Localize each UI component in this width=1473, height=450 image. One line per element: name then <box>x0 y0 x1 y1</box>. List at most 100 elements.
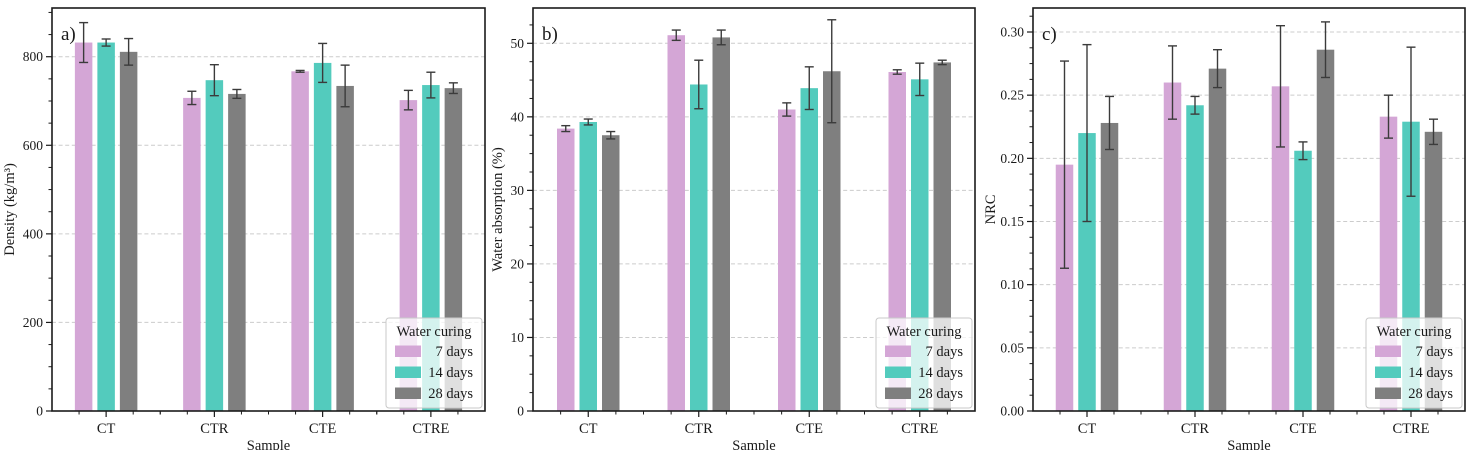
legend-swatch-28-days <box>395 387 421 399</box>
y-axis-label: NRC <box>983 195 999 225</box>
error-bar-CT-7-days <box>1060 60 1069 269</box>
y-tick-label: 10 <box>511 330 525 345</box>
error-bar-CTE-14-days <box>1298 141 1308 161</box>
legend-title: Water curing <box>1377 324 1452 340</box>
y-tick-label: 600 <box>23 138 44 153</box>
bar-CT-7-days <box>1055 164 1074 411</box>
error-bar-CT-14-days <box>1082 43 1092 223</box>
y-tick-label: 0.25 <box>1000 88 1024 103</box>
bar-CTR-7-days <box>667 35 685 412</box>
error-bar-CTE-14-days <box>804 66 814 111</box>
error-bar-CTR-14-days <box>209 63 219 97</box>
x-tick-label: CT <box>1078 421 1097 437</box>
bar-CT-14-days <box>1078 133 1096 411</box>
bar-CT-14-days <box>97 42 115 412</box>
error-bar-CTR-7-days <box>187 90 197 106</box>
y-tick-label: 800 <box>23 49 44 64</box>
error-bar-CT-28-days <box>1105 95 1114 151</box>
y-tick-label: 0.30 <box>1000 25 1024 40</box>
bar-CTR-14-days <box>205 80 224 411</box>
y-tick-label: 0.00 <box>1000 404 1024 419</box>
error-bar-CTR-7-days <box>671 29 681 42</box>
bar-CT-14-days <box>579 121 597 411</box>
y-tick-label: 50 <box>511 36 525 51</box>
error-bar-CTE-7-days <box>295 69 305 73</box>
bar-CTE-7-days <box>1271 86 1290 411</box>
error-bar-CTR-14-days <box>1190 95 1200 115</box>
bar-CTR-7-days <box>1163 82 1182 412</box>
legend-swatch-7-days <box>885 345 911 357</box>
error-bar-CTR-14-days <box>694 59 704 110</box>
bar-CT-7-days <box>557 128 575 411</box>
error-bar-CTRE-14-days <box>426 71 436 99</box>
legend-swatch-14-days <box>1375 366 1401 378</box>
error-bar-CT-7-days <box>79 21 89 64</box>
error-bar-CTR-28-days <box>1213 48 1222 89</box>
legend-label: 28 days <box>1408 386 1453 402</box>
bar-CTR-7-days <box>183 97 201 412</box>
bar-CTR-28-days <box>1208 68 1227 411</box>
x-tick-label: CT <box>579 421 598 437</box>
bar-CTE-28-days <box>336 85 354 411</box>
legend-label: 14 days <box>1408 365 1453 381</box>
bar-CTE-7-days <box>291 71 309 411</box>
x-tick-label: CT <box>97 421 116 437</box>
y-tick-label: 0 <box>36 404 43 419</box>
y-tick-label: 200 <box>23 315 44 330</box>
x-tick-label: CTR <box>1181 421 1210 437</box>
y-tick-label: 0.20 <box>1000 151 1024 166</box>
error-bar-CTE-14-days <box>318 42 328 84</box>
x-tick-label: CTR <box>200 421 229 437</box>
legend-swatch-7-days <box>395 345 421 357</box>
bar-CTE-14-days <box>800 88 818 412</box>
y-tick-label: 30 <box>511 183 525 198</box>
legend-label: 28 days <box>918 386 963 402</box>
x-tick-label: CTRE <box>412 421 449 437</box>
legend: Water curing 7 days 14 days 28 days <box>875 317 973 409</box>
legend-swatch-28-days <box>885 387 911 399</box>
bar-CTR-14-days <box>1186 105 1204 411</box>
y-axis-label: Water absorption (%) <box>491 147 506 272</box>
panel-letter: a) <box>61 24 76 45</box>
y-tick-label: 20 <box>511 256 525 271</box>
bar-CTE-14-days <box>1294 150 1312 411</box>
error-bar-CTRE-28-days <box>448 82 458 95</box>
error-bar-CT-28-days <box>124 37 134 66</box>
panel-letter: b) <box>542 24 558 45</box>
legend-label: 7 days <box>1416 344 1454 360</box>
y-tick-label: 40 <box>511 109 525 124</box>
x-axis-label: Sample <box>247 438 291 450</box>
error-bar-CTE-7-days <box>1276 24 1285 148</box>
y-tick-label: 400 <box>23 226 44 241</box>
legend-label: 28 days <box>428 386 473 402</box>
legend: Water curing 7 days 14 days 28 days <box>1365 317 1463 409</box>
error-bar-CTRE-7-days <box>1384 94 1393 139</box>
error-bar-CT-14-days <box>583 118 593 126</box>
bar-CT-28-days <box>119 51 138 411</box>
error-bar-CTRE-7-days <box>403 89 413 111</box>
x-tick-label: CTR <box>685 421 714 437</box>
legend-label: 7 days <box>436 344 474 360</box>
y-tick-label: 0.15 <box>1000 214 1024 229</box>
error-bar-CTE-28-days <box>827 19 837 124</box>
x-tick-label: CTRE <box>901 421 938 437</box>
legend-label: 14 days <box>428 365 473 381</box>
legend-swatch-7-days <box>1375 345 1401 357</box>
bar-CTR-28-days <box>228 93 246 412</box>
x-axis-label: Sample <box>1227 438 1271 450</box>
error-bar-CTE-7-days <box>782 102 792 117</box>
panel-b: Water curing 7 days 14 days 28 days 0 10 20 30 4… <box>491 0 982 450</box>
error-bar-CTRE-14-days <box>1406 46 1416 197</box>
bar-CT-28-days <box>1100 122 1119 412</box>
legend-swatch-14-days <box>885 366 911 378</box>
panel-c: Water curing 7 days 14 days 28 days 0.00 0.05… <box>982 0 1473 450</box>
error-bar-CTRE-7-days <box>892 69 902 75</box>
error-bar-CTR-28-days <box>232 88 242 100</box>
legend-title: Water curing <box>887 324 962 340</box>
x-tick-label: CTE <box>796 421 824 437</box>
error-bar-CTRE-28-days <box>937 59 947 66</box>
legend: Water curing 7 days 14 days 28 days <box>385 317 483 409</box>
x-tick-label: CTRE <box>1392 421 1429 437</box>
error-bar-CTR-28-days <box>716 29 726 46</box>
